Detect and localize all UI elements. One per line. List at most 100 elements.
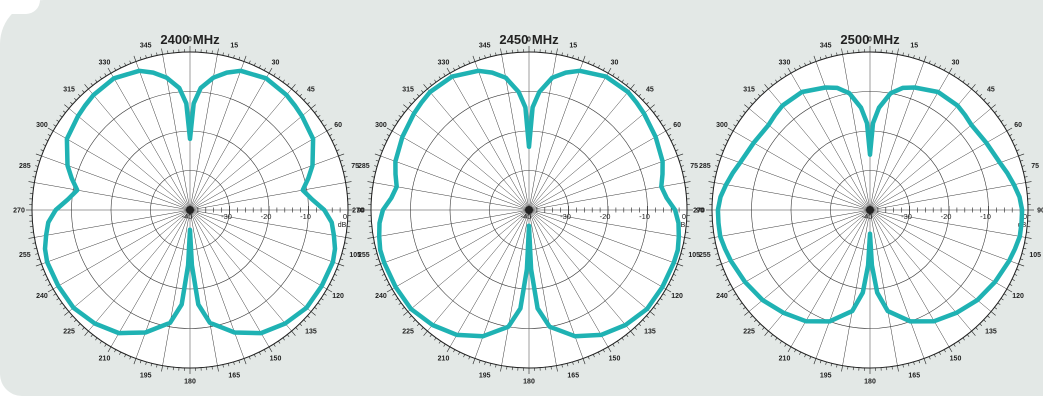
angle-tick-mark bbox=[258, 351, 261, 355]
angle-tick-mark bbox=[716, 159, 720, 162]
angle-tick-label: 330 bbox=[779, 59, 791, 66]
angle-tick-mark bbox=[161, 365, 163, 372]
angle-tick-mark bbox=[1021, 253, 1025, 255]
angle-tick-mark bbox=[656, 115, 660, 118]
angle-tick-mark bbox=[268, 67, 273, 74]
angle-tick-mark bbox=[248, 60, 251, 64]
angle-tick-mark bbox=[659, 119, 663, 122]
angle-tick-mark bbox=[381, 144, 385, 147]
angle-tick-mark bbox=[943, 349, 946, 353]
angle-tick-mark bbox=[913, 361, 915, 365]
angle-tick-mark bbox=[577, 56, 580, 60]
angle-tick-mark bbox=[744, 311, 750, 316]
angle-tick-mark bbox=[453, 67, 456, 71]
angle-tick-mark bbox=[750, 315, 753, 318]
radial-tick-label: 0 bbox=[1023, 212, 1027, 221]
angle-tick-mark bbox=[314, 110, 318, 113]
angle-tick-mark bbox=[682, 247, 686, 250]
angle-tick-mark bbox=[222, 52, 224, 56]
angle-tick-label: 345 bbox=[479, 42, 491, 49]
angle-tick-mark bbox=[653, 307, 657, 310]
angle-tick-mark bbox=[994, 110, 998, 113]
radial-tick-label: -40 bbox=[521, 212, 532, 221]
angle-tick-mark bbox=[762, 90, 765, 93]
angle-tick-mark bbox=[736, 298, 740, 301]
angle-tick-mark bbox=[233, 55, 235, 59]
angle-tick-mark bbox=[684, 237, 691, 239]
angle-tick-mark bbox=[938, 351, 941, 355]
angle-tick-mark bbox=[73, 319, 77, 323]
angle-tick-mark bbox=[70, 102, 73, 105]
angle-tick-label: 315 bbox=[743, 87, 755, 94]
angle-tick-mark bbox=[278, 76, 281, 80]
angle-tick-mark bbox=[217, 365, 219, 372]
angle-tick-mark bbox=[227, 363, 230, 367]
angle-tick-mark bbox=[398, 115, 402, 118]
angle-tick-mark bbox=[1020, 258, 1024, 261]
chart-title: 2450 MHz bbox=[499, 32, 559, 47]
angle-tick-mark bbox=[659, 298, 663, 301]
angle-tick-mark bbox=[1018, 153, 1025, 157]
angle-tick-mark bbox=[680, 165, 684, 167]
angle-tick-mark bbox=[291, 330, 296, 336]
angle-tick-mark bbox=[830, 363, 833, 367]
angle-tick-mark bbox=[323, 293, 327, 296]
angle-tick-mark bbox=[303, 319, 307, 323]
angle-tick-mark bbox=[299, 323, 303, 327]
angle-tick-mark bbox=[1021, 165, 1025, 167]
angle-tick-mark bbox=[725, 139, 729, 142]
angle-tick-mark bbox=[282, 79, 285, 83]
angle-tick-mark bbox=[156, 52, 158, 56]
angle-tick-mark bbox=[395, 119, 399, 122]
angle-tick-label: 75 bbox=[1031, 163, 1039, 170]
angle-tick-mark bbox=[612, 73, 615, 77]
angle-tick-mark bbox=[84, 330, 89, 336]
angle-tick-mark bbox=[597, 351, 600, 355]
angle-tick-mark bbox=[779, 76, 782, 80]
angle-tick-mark bbox=[145, 361, 147, 365]
angle-tick-mark bbox=[1011, 139, 1015, 142]
angle-tick-mark bbox=[303, 97, 307, 101]
angle-tick-mark bbox=[310, 311, 316, 316]
angle-tick-label: 225 bbox=[402, 328, 414, 335]
angle-tick-mark bbox=[813, 358, 817, 365]
angle-tick-mark bbox=[918, 360, 921, 364]
angle-tick-mark bbox=[638, 93, 642, 97]
radial-tick-label: -40 bbox=[182, 212, 193, 221]
angle-tick-mark bbox=[948, 67, 953, 74]
angle-tick-mark bbox=[99, 76, 102, 80]
angle-tick-mark bbox=[443, 73, 446, 77]
angle-tick-mark bbox=[343, 247, 347, 250]
angle-tick-mark bbox=[670, 278, 674, 281]
radial-tick-label: 0 bbox=[343, 212, 347, 221]
radial-tick-label: -40 bbox=[862, 212, 873, 221]
angle-tick-mark bbox=[784, 343, 787, 347]
angle-tick-label: 105 bbox=[688, 252, 700, 259]
angle-tick-label: 165 bbox=[908, 373, 920, 380]
angle-tick-mark bbox=[1006, 127, 1013, 132]
angle-tick-mark bbox=[642, 319, 646, 323]
angle-tick-label: 330 bbox=[99, 59, 111, 66]
angle-tick-mark bbox=[1006, 288, 1013, 293]
angle-tick-mark bbox=[409, 102, 412, 105]
angle-tick-mark bbox=[809, 60, 812, 64]
angle-tick-mark bbox=[1014, 273, 1018, 276]
angle-tick-mark bbox=[282, 337, 285, 341]
angle-tick-mark bbox=[592, 354, 595, 358]
angle-tick-mark bbox=[775, 337, 778, 341]
angle-tick-label: 120 bbox=[671, 293, 683, 300]
angle-tick-mark bbox=[35, 153, 42, 157]
angle-tick-mark bbox=[336, 149, 340, 152]
radial-tick-label: -20 bbox=[261, 212, 272, 221]
angle-tick-mark bbox=[263, 67, 266, 71]
angle-tick-mark bbox=[587, 60, 590, 64]
angle-tick-mark bbox=[287, 334, 290, 338]
angle-tick-mark bbox=[987, 102, 990, 105]
polar-chart-3: 0 15 30 45 60 75 90 105 120 135 150 165 180 195 210 225… bbox=[693, 32, 1043, 386]
angle-tick-mark bbox=[799, 65, 802, 69]
angle-tick-mark bbox=[314, 307, 318, 310]
angle-tick-mark bbox=[727, 127, 734, 132]
angle-tick-mark bbox=[32, 176, 36, 178]
angle-tick-label: 195 bbox=[479, 373, 491, 380]
